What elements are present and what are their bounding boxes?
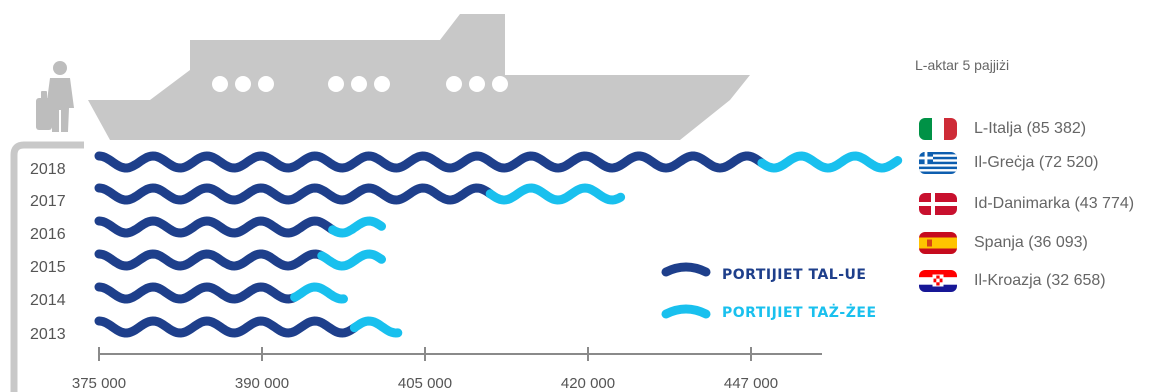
country-label: Id-Danimarka (43 774)	[974, 195, 1135, 212]
legend-label-eea: PORTIJIET TAŻ-ŻEE	[722, 304, 877, 321]
wave-bars	[94, 151, 903, 338]
greece-flag-icon	[919, 152, 957, 174]
country-item-croatia: Il-Kroazja (32 658)	[919, 270, 1106, 292]
country-item-denmark: Id-Danimarka (43 774)	[919, 193, 1134, 215]
italy-flag-icon	[919, 118, 957, 140]
bar-eea-2016	[328, 216, 386, 238]
year-label-2013: 2013	[30, 326, 66, 343]
bar-eea-2014	[290, 282, 348, 304]
country-item-spain: Spanja (36 093)	[919, 232, 1088, 254]
bar-eu-2014	[94, 282, 300, 304]
year-labels: 2018 2017 2016 2015 2014 2013	[30, 161, 66, 343]
x-tick-label: 420 000	[561, 375, 615, 392]
croatia-flag-icon	[919, 270, 957, 292]
country-label: L-Italja (85 382)	[974, 120, 1087, 137]
passenger-with-luggage-icon	[36, 61, 74, 132]
x-tick-label: 405 000	[398, 375, 452, 392]
bar-eu-2013	[94, 316, 359, 338]
year-label-2015: 2015	[30, 259, 66, 276]
x-tick-label: 375 000	[72, 375, 126, 392]
legend-swatch-eea	[661, 304, 711, 319]
bar-eea-2013	[349, 316, 403, 338]
denmark-flag-icon	[919, 193, 957, 215]
country-label: Il-Greċja (72 520)	[974, 154, 1099, 171]
top5-title: L-aktar 5 pajjiżi	[915, 57, 1010, 73]
x-axis: 375 000 390 000 405 000 420 000 447 000	[72, 347, 822, 392]
country-label: Spanja (36 093)	[974, 234, 1088, 251]
year-label-2017: 2017	[30, 193, 66, 210]
year-label-2014: 2014	[30, 292, 66, 309]
country-label: Il-Kroazja (32 658)	[974, 272, 1106, 289]
year-label-2016: 2016	[30, 226, 66, 243]
x-tick-label: 390 000	[235, 375, 289, 392]
legend: PORTIJIET TAL-UE PORTIJIET TAŻ-ŻEE	[661, 262, 877, 321]
bar-eu-2016	[94, 216, 338, 238]
ship-icon	[88, 14, 750, 140]
legend-swatch-eu	[661, 262, 711, 277]
bar-eu-2018	[94, 151, 767, 173]
timeline-rail	[10, 141, 84, 392]
bar-eea-2018	[757, 151, 903, 173]
bar-eu-2015	[94, 249, 327, 271]
legend-label-eu: PORTIJIET TAL-UE	[722, 267, 866, 283]
bar-eea-2015	[317, 249, 386, 271]
year-label-2018: 2018	[30, 161, 66, 178]
spain-flag-icon	[919, 232, 957, 254]
x-tick-label: 447 000	[724, 375, 778, 392]
bar-eea-2017	[485, 183, 626, 205]
country-item-italy: L-Italja (85 382)	[919, 118, 1086, 140]
bar-eu-2017	[94, 183, 495, 205]
country-item-greece: Il-Greċja (72 520)	[919, 152, 1099, 174]
